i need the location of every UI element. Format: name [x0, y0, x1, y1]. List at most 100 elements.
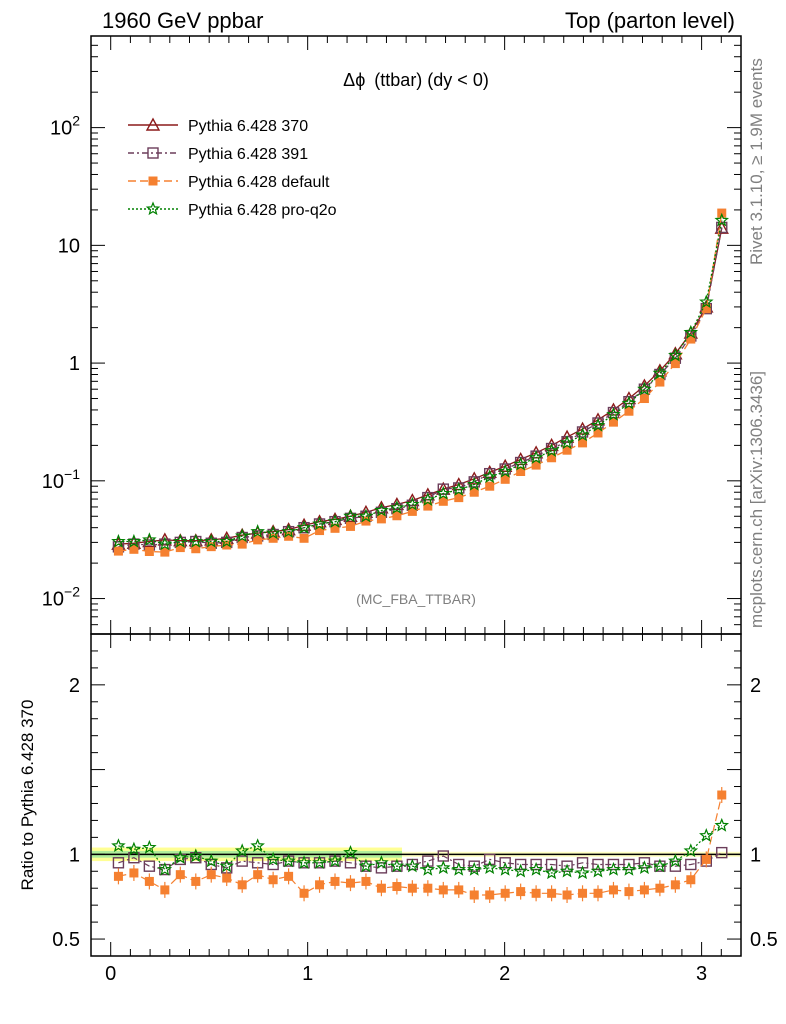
data-point: [422, 855, 434, 867]
y-tick-label: 10−1: [42, 466, 80, 493]
data-point: [624, 887, 634, 897]
legend-label: Pythia 6.428 default: [188, 174, 330, 191]
data-point: [173, 533, 188, 548]
mcplots-label: mcplots.cern.ch [arXiv:1306.3436]: [747, 371, 766, 628]
series-line: [118, 212, 723, 553]
x-tick-label: 2: [499, 963, 510, 985]
data-point: [436, 860, 451, 875]
data-point: [668, 853, 683, 868]
data-point: [296, 855, 312, 869]
ratio-series: [111, 787, 730, 903]
data-point: [606, 861, 621, 876]
data-point: [389, 500, 405, 514]
data-point: [358, 858, 374, 873]
data-point: [315, 880, 325, 890]
data-point: [575, 427, 590, 442]
data-point: [528, 450, 544, 464]
data-point: [559, 863, 575, 878]
legend: Pythia 6.428 370 Pythia 6.428 391 Pythia 6…: [128, 117, 337, 219]
data-point: [714, 817, 730, 832]
data-point: [234, 843, 250, 858]
data-point: [405, 496, 420, 511]
data-point: [531, 460, 541, 470]
data-point: [531, 888, 541, 898]
data-point: [222, 873, 232, 883]
data-point: [219, 533, 234, 548]
plot-title-symbol: Δϕ: [343, 70, 365, 90]
data-point: [144, 876, 154, 886]
data-point: [222, 540, 232, 550]
data-point: [206, 542, 216, 552]
data-point: [685, 858, 697, 871]
ratio-series-2: [111, 817, 730, 880]
data-point: [547, 888, 557, 898]
data-point: [407, 883, 417, 893]
data-point: [468, 860, 480, 872]
data-point: [175, 543, 185, 553]
data-point: [128, 852, 140, 864]
data-point: [545, 858, 558, 871]
ratio-ylabel: Ratio to Pythia 6.428 370: [18, 700, 37, 891]
data-point: [268, 533, 278, 543]
data-point: [203, 853, 219, 868]
data-point: [345, 521, 355, 531]
analysis-watermark: (MC_FBA_TTBAR): [356, 591, 476, 607]
data-point: [655, 377, 665, 387]
data-point: [330, 523, 340, 533]
data-point: [578, 888, 588, 898]
data-point: [513, 863, 528, 878]
data-point: [686, 875, 696, 885]
data-point: [668, 347, 683, 362]
data-point: [420, 492, 436, 506]
data-point: [516, 467, 526, 477]
data-point: [423, 883, 433, 893]
data-point: [423, 501, 433, 511]
data-point: [237, 880, 247, 890]
data-point: [516, 887, 526, 897]
data-point: [482, 860, 497, 875]
data-point: [327, 514, 343, 528]
data-point: [191, 876, 201, 886]
data-point: [113, 871, 123, 881]
y-tick-label: 0.5: [52, 929, 80, 951]
y-tick-label: 1: [69, 353, 80, 375]
data-point: [191, 544, 201, 554]
data-point: [250, 524, 265, 538]
data-point: [497, 861, 513, 876]
data-point: [344, 857, 357, 869]
y-tick-label: 102: [50, 113, 80, 140]
data-point: [562, 445, 572, 455]
data-point: [234, 528, 250, 543]
data-point: [652, 858, 668, 873]
data-point: [621, 861, 637, 876]
data-point: [700, 302, 712, 315]
ratio-axis-ticks: 0.5 0.5 1 1 2 2 0 1 2 3: [52, 633, 778, 985]
data-point: [203, 533, 219, 548]
data-point: [343, 508, 358, 523]
y-tick-label: 10: [58, 235, 80, 257]
data-point: [637, 381, 652, 396]
legend-marker: [148, 176, 158, 186]
data-point: [717, 790, 727, 800]
data-point: [498, 458, 513, 472]
data-point: [438, 885, 448, 895]
data-point: [686, 334, 696, 344]
data-point: [482, 469, 497, 484]
data-point: [544, 865, 559, 880]
rivet-label: Rivet 3.1.10, ≥ 1.9M events: [747, 58, 766, 265]
data-point: [188, 533, 204, 548]
data-point: [593, 888, 603, 898]
data-point: [389, 858, 405, 873]
data-point: [157, 861, 173, 876]
data-point: [484, 853, 496, 866]
data-point: [253, 535, 263, 545]
data-point: [590, 417, 606, 432]
data-point: [361, 876, 371, 886]
data-point: [374, 855, 389, 869]
data-point: [174, 853, 187, 866]
data-point: [716, 846, 728, 859]
data-point: [142, 532, 157, 547]
data-point: [514, 858, 527, 871]
data-point: [299, 533, 309, 543]
data-point: [376, 883, 386, 893]
